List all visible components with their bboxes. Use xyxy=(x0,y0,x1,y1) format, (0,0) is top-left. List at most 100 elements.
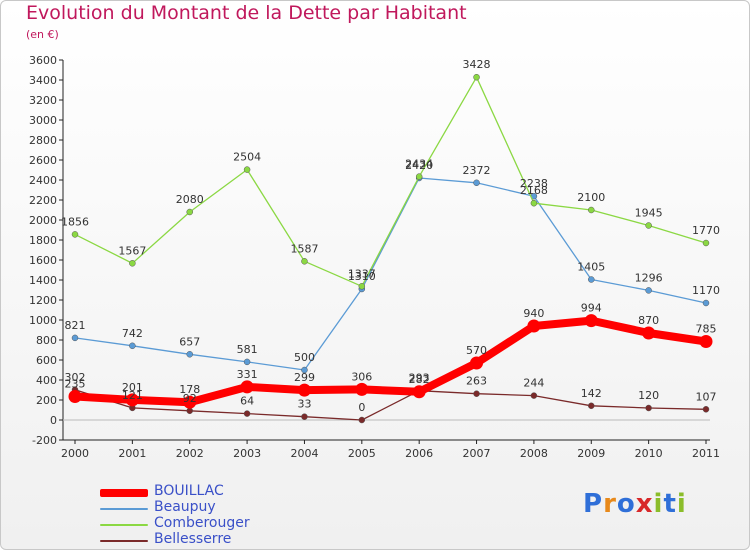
x-tick-label: 2000 xyxy=(61,447,89,460)
data-point-bouillac xyxy=(470,356,484,370)
data-label-bouillac: 306 xyxy=(351,370,372,383)
data-label-bellesserre: 121 xyxy=(122,389,143,402)
data-label-bellesserre: 142 xyxy=(581,387,602,400)
data-point-bouillac xyxy=(642,326,656,340)
y-tick-label: -200 xyxy=(32,434,57,447)
proxiti-logo: Proxiti xyxy=(583,489,687,519)
legend-swatch xyxy=(100,489,148,497)
data-point-bellesserre xyxy=(530,392,538,399)
y-tick-label: 3200 xyxy=(29,94,57,107)
data-label-bellesserre: 92 xyxy=(183,392,197,405)
data-point-comberouger xyxy=(530,199,538,207)
data-point-beaupuy xyxy=(473,179,480,187)
x-tick-label: 2011 xyxy=(692,447,720,460)
data-label-comberouger: 1567 xyxy=(118,244,146,257)
data-label-comberouger: 3428 xyxy=(463,58,491,71)
data-point-bellesserre xyxy=(645,404,652,412)
data-point-bouillac xyxy=(412,385,426,399)
data-point-comberouger xyxy=(186,208,193,216)
data-point-comberouger xyxy=(71,231,79,238)
y-tick-label: 3400 xyxy=(29,74,57,87)
data-point-comberouger xyxy=(358,283,366,290)
data-label-comberouger: 2100 xyxy=(577,191,605,204)
data-point-beaupuy xyxy=(645,287,652,294)
data-point-comberouger xyxy=(243,166,251,173)
y-tick-label: 3000 xyxy=(29,114,57,127)
data-point-bouillac xyxy=(584,314,598,328)
data-point-comberouger xyxy=(301,258,308,265)
data-point-comberouger xyxy=(415,173,423,180)
y-tick-label: 1600 xyxy=(29,254,57,267)
data-point-bellesserre xyxy=(243,410,251,417)
y-tick-label: 200 xyxy=(36,394,57,407)
data-point-bellesserre xyxy=(473,390,480,397)
y-tick-label: 1000 xyxy=(29,314,57,327)
data-label-bellesserre: 64 xyxy=(240,395,254,408)
data-label-beaupuy: 500 xyxy=(294,351,315,364)
data-point-comberouger xyxy=(702,239,710,247)
data-point-bellesserre xyxy=(301,413,308,420)
y-tick-label: 2600 xyxy=(29,154,57,167)
x-tick-label: 2010 xyxy=(635,447,663,460)
x-tick-label: 2004 xyxy=(290,447,318,460)
data-label-bellesserre: 244 xyxy=(523,377,544,390)
y-tick-label: 3600 xyxy=(29,54,57,67)
legend-label: Beaupuy xyxy=(154,499,216,515)
series-line-bellesserre xyxy=(74,389,707,421)
legend-item-bouillac: BOUILLAC xyxy=(100,483,320,500)
data-point-bellesserre xyxy=(358,416,366,424)
data-point-beaupuy xyxy=(186,351,193,358)
data-point-beaupuy xyxy=(301,366,308,374)
data-label-bouillac: 870 xyxy=(638,314,659,327)
y-tick-label: 2200 xyxy=(29,194,57,207)
legend-label: Comberouger xyxy=(154,515,250,531)
data-label-comberouger: 2504 xyxy=(233,151,261,164)
legend-swatch xyxy=(100,540,148,542)
data-label-comberouger: 1945 xyxy=(635,207,663,220)
data-label-beaupuy: 821 xyxy=(65,319,86,332)
data-label-comberouger: 2434 xyxy=(405,158,433,171)
y-tick-label: 0 xyxy=(50,414,57,427)
data-label-beaupuy: 1296 xyxy=(635,271,663,284)
data-label-bellesserre: 263 xyxy=(466,375,487,388)
data-label-beaupuy: 1405 xyxy=(577,261,605,274)
data-label-comberouger: 2168 xyxy=(520,184,548,197)
x-tick-label: 2007 xyxy=(463,447,491,460)
data-point-bouillac xyxy=(355,382,369,396)
data-label-bellesserre: 0 xyxy=(358,401,365,414)
data-point-comberouger xyxy=(129,260,136,267)
legend-item-bellesserre: Bellesserre xyxy=(100,531,320,548)
data-point-bellesserre xyxy=(588,402,595,410)
y-tick-label: 1200 xyxy=(29,294,57,307)
data-point-beaupuy xyxy=(243,358,251,366)
data-point-bouillac xyxy=(297,383,311,397)
data-point-bouillac xyxy=(240,380,254,394)
data-label-comberouger: 1587 xyxy=(290,242,318,255)
chart-subtitle: (en €) xyxy=(26,28,59,41)
data-point-bouillac xyxy=(699,335,713,348)
data-label-bouillac: 299 xyxy=(294,371,315,384)
x-tick-label: 2001 xyxy=(118,447,146,460)
y-tick-label: 800 xyxy=(36,334,57,347)
data-point-beaupuy xyxy=(129,342,136,350)
series-line-bouillac xyxy=(71,316,710,407)
y-tick-label: 2000 xyxy=(29,214,57,227)
data-label-comberouger: 1337 xyxy=(348,267,376,280)
data-label-beaupuy: 1310 xyxy=(348,270,376,283)
data-point-beaupuy xyxy=(702,299,710,307)
data-label-bellesserre: 107 xyxy=(696,390,717,403)
legend-swatch xyxy=(100,524,148,526)
data-label-bouillac: 994 xyxy=(581,302,602,315)
y-tick-label: 2800 xyxy=(29,134,57,147)
data-label-beaupuy: 581 xyxy=(237,343,258,356)
data-label-bouillac: 570 xyxy=(466,344,487,357)
data-label-bellesserre: 33 xyxy=(297,398,311,411)
data-label-beaupuy: 742 xyxy=(122,327,143,340)
data-label-beaupuy: 657 xyxy=(179,335,200,348)
data-label-bouillac: 282 xyxy=(409,373,430,386)
data-label-beaupuy: 2420 xyxy=(405,159,433,172)
data-point-comberouger xyxy=(645,222,652,229)
data-label-bouillac: 235 xyxy=(65,378,86,391)
